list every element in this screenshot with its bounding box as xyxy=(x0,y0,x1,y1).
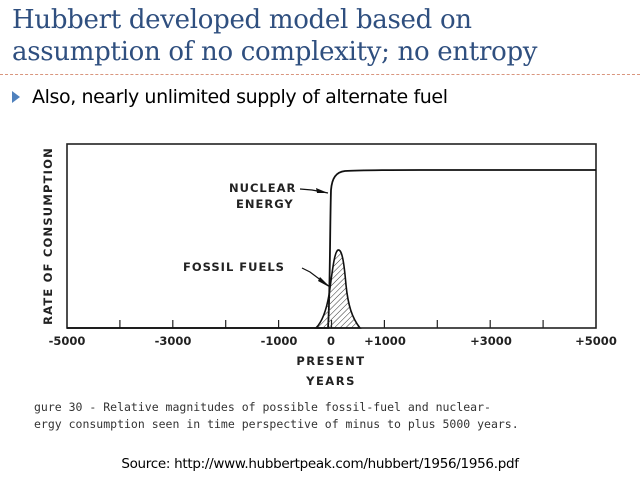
triangle-right-icon xyxy=(12,91,20,103)
tick-label-plus5000: +5000 xyxy=(575,334,617,348)
fossil-label: FOSSIL FUELS xyxy=(183,260,285,274)
x-axis-sublabel: PRESENT xyxy=(296,354,365,368)
title-divider xyxy=(0,74,640,75)
x-tick-labels: -5000 -3000 -1000 0 +1000 +3000 +5000 xyxy=(49,334,617,348)
nuclear-arrowhead xyxy=(316,188,328,193)
fossil-arrowhead xyxy=(318,277,331,288)
title-line-1: Hubbert developed model based on xyxy=(12,5,472,35)
tick-label-minus1000: -1000 xyxy=(261,334,298,348)
figure-caption: gure 30 - Relative magnitudes of possibl… xyxy=(34,399,519,433)
nuclear-label-2: ENERGY xyxy=(236,197,294,211)
x-axis-label: YEARS xyxy=(305,374,356,388)
nuclear-label-1: NUCLEAR xyxy=(229,181,296,195)
tick-label-plus1000: +1000 xyxy=(364,334,406,348)
fossil-fuels-curve xyxy=(314,249,362,329)
source-citation: Source: http://www.hubbertpeak.com/hubbe… xyxy=(121,456,519,472)
bullet-text: Also, nearly unlimited supply of alterna… xyxy=(32,86,448,108)
caption-line-1: gure 30 - Relative magnitudes of possibl… xyxy=(34,400,491,414)
tick-label-plus3000: +3000 xyxy=(470,334,512,348)
tick-label-minus5000: -5000 xyxy=(49,334,86,348)
y-axis-label: RATE OF CONSUMPTION xyxy=(41,147,55,325)
caption-line-2: ergy consumption seen in time perspectiv… xyxy=(34,417,519,431)
tick-label-0: 0 xyxy=(327,334,335,348)
slide-title: Hubbert developed model based on assumpt… xyxy=(12,4,537,68)
title-line-2: assumption of no complexity; no entropy xyxy=(12,37,538,67)
bullet-item: Also, nearly unlimited supply of alterna… xyxy=(12,86,448,108)
tick-label-minus3000: -3000 xyxy=(155,334,192,348)
nuclear-energy-curve xyxy=(67,169,596,329)
